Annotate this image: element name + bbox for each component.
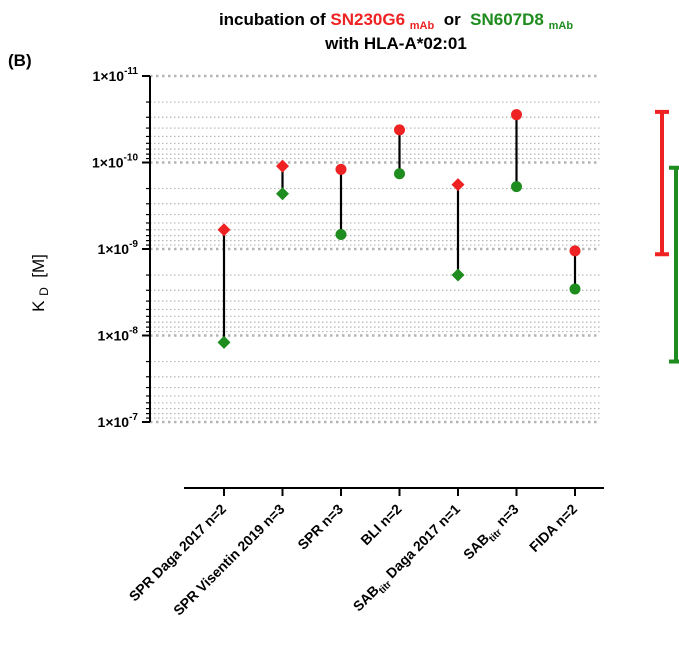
gridlines <box>150 74 600 424</box>
title-prefix: incubation of <box>219 10 330 29</box>
y-tick-mantissa: 1×10 <box>92 155 124 171</box>
y-tick-exponent: -10 <box>124 153 139 164</box>
y-axis-label: K D [M] <box>29 254 52 312</box>
y-tick-mantissa: 1×10 <box>98 241 130 257</box>
chart-title-line1: incubation of SN230G6 mAb or SN607D8 mAb <box>219 10 573 33</box>
y-tick-exponent: -7 <box>129 412 138 423</box>
x-category-label: BLI n=2 <box>357 501 404 548</box>
x-category-label: FIDA n=2 <box>526 501 580 555</box>
marker-series1 <box>335 163 347 175</box>
range-bars <box>655 109 679 364</box>
title-series1-subscript: mAb <box>410 20 435 32</box>
x-category-label: SPR n=3 <box>294 501 346 553</box>
marker-series2 <box>276 187 289 201</box>
x-category-label-part: SAB <box>460 530 492 562</box>
y-tick-mantissa: 1×10 <box>93 68 125 84</box>
marker-series1 <box>569 245 581 257</box>
x-category-label: SABtitr Daga 2017 n=1 <box>350 501 466 617</box>
marker-series1 <box>276 159 289 173</box>
marker-series1 <box>451 178 465 192</box>
chart-title-line2: with HLA-A*02:01 <box>324 34 467 53</box>
panel-label: (B) <box>8 51 32 70</box>
marker-series1 <box>394 124 405 136</box>
marker-series2 <box>451 268 465 282</box>
title-series2-name: SN607D8 <box>470 10 544 29</box>
y-tick-label: 1×10-10 <box>92 153 138 171</box>
x-category-label-part: SPR Visentin 2019 n=3 <box>170 501 288 619</box>
x-category-label-part: FIDA n=2 <box>526 501 580 555</box>
y-axis-label-main: K <box>29 300 48 312</box>
y-tick-mantissa: 1×10 <box>98 414 130 430</box>
x-category-label: SPR Visentin 2019 n=3 <box>170 501 288 619</box>
y-tick-exponent: -8 <box>129 326 138 337</box>
marker-series2 <box>335 229 347 241</box>
y-tick-exponent: -9 <box>129 239 138 250</box>
y-axis: 1×10-111×10-101×10-91×10-81×10-7 <box>92 66 151 430</box>
marker-series1 <box>511 109 522 121</box>
y-tick-label: 1×10-9 <box>98 239 139 257</box>
y-tick-exponent: -11 <box>124 66 138 77</box>
y-tick-label: 1×10-11 <box>93 66 139 84</box>
y-tick-label: 1×10-8 <box>98 326 139 344</box>
y-tick-label: 1×10-7 <box>98 412 139 430</box>
x-category-label-part: n=3 <box>490 501 522 533</box>
y-axis-label-subscript: D <box>37 287 51 296</box>
x-category-label: SPR Daga 2017 n=2 <box>126 501 230 605</box>
y-axis-label-unit: [M] <box>29 254 48 282</box>
marker-series2 <box>569 283 581 295</box>
y-tick-mantissa: 1×10 <box>98 328 130 344</box>
title-series2-subscript: mAb <box>549 20 574 32</box>
x-category-label-part: SPR Daga 2017 n=2 <box>126 501 230 605</box>
x-category-label-part: SPR n=3 <box>294 501 346 553</box>
title-connector: or <box>439 10 465 29</box>
marker-series2 <box>217 335 231 349</box>
x-category-label-part: SAB <box>350 582 382 614</box>
title-series1-name: SN230G6 <box>330 10 405 29</box>
x-category-label-part: BLI n=2 <box>357 501 404 548</box>
marker-series1 <box>217 223 231 237</box>
x-category-label: SABtitr n=3 <box>460 501 525 566</box>
marker-series2 <box>394 168 405 180</box>
marker-series2 <box>511 181 522 193</box>
data-marks <box>217 109 581 349</box>
